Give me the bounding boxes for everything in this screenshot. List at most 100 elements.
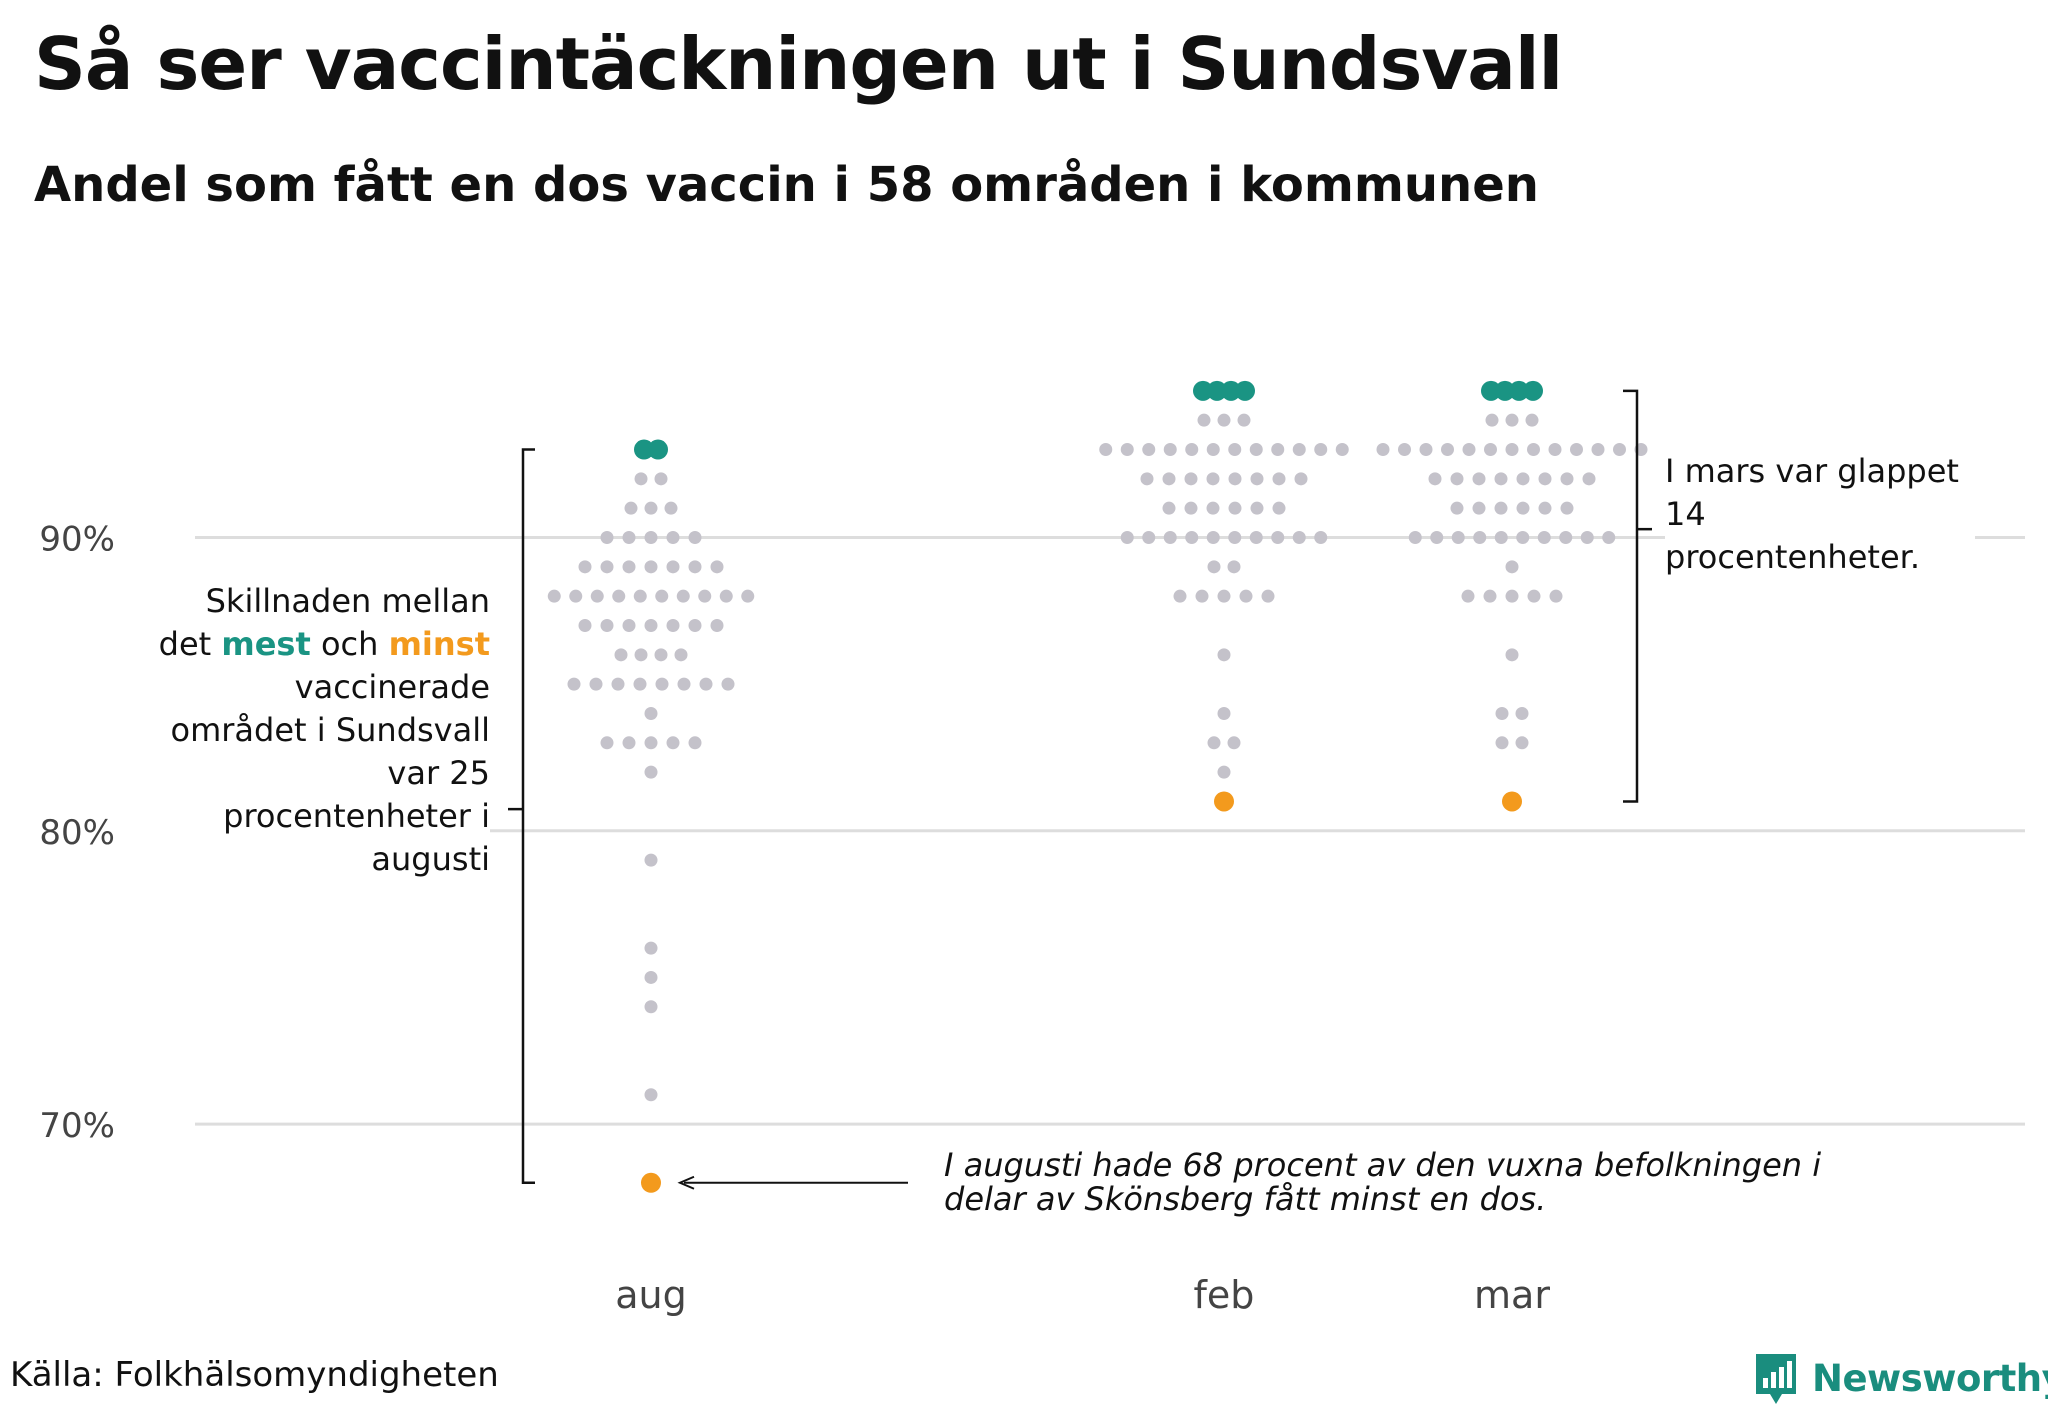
data-point — [622, 531, 636, 544]
data-point — [698, 589, 712, 603]
data-point — [1559, 531, 1573, 544]
data-point — [688, 560, 702, 574]
data-point — [624, 501, 638, 515]
data-point — [676, 589, 690, 603]
annotation-highlight-least: minst — [388, 625, 490, 663]
data-point — [644, 1088, 658, 1102]
data-point — [1570, 443, 1583, 457]
y-tick-label: 80% — [39, 813, 115, 853]
data-point — [1314, 443, 1328, 457]
data-point — [666, 618, 680, 632]
data-point — [644, 501, 658, 515]
data-point — [666, 736, 680, 750]
data-point — [1294, 472, 1308, 486]
data-point — [1261, 589, 1275, 603]
data-point-max — [1481, 380, 1501, 401]
data-point — [1505, 413, 1519, 427]
data-point — [644, 531, 658, 544]
data-point — [688, 736, 702, 750]
data-point — [1461, 589, 1475, 603]
data-point — [1515, 706, 1529, 720]
data-point — [688, 531, 702, 544]
data-point — [710, 560, 724, 574]
data-point — [644, 941, 658, 955]
data-point — [1228, 472, 1242, 486]
data-point-max — [1523, 380, 1543, 401]
data-point — [1249, 531, 1263, 544]
data-point — [666, 531, 680, 544]
data-point — [614, 648, 628, 662]
data-point — [1494, 472, 1508, 486]
data-point — [600, 736, 614, 750]
data-point-max — [1221, 380, 1241, 401]
data-point — [1613, 443, 1626, 457]
data-point — [1185, 443, 1199, 457]
data-point-max — [1495, 380, 1515, 401]
data-point — [633, 677, 647, 691]
data-point-max — [634, 439, 654, 460]
data-point-max — [1207, 380, 1227, 401]
data-point — [1549, 589, 1563, 603]
data-point — [1271, 443, 1285, 457]
data-point — [1505, 589, 1519, 603]
data-point — [654, 472, 668, 486]
data-point — [1515, 736, 1529, 750]
y-axis-ticks: 70% 80% 90% — [39, 520, 115, 1147]
data-point — [1485, 413, 1499, 427]
data-point — [1228, 531, 1242, 544]
data-point — [1335, 443, 1349, 457]
data-point — [1217, 765, 1231, 779]
data-point — [710, 618, 724, 632]
data-point — [1249, 443, 1263, 457]
data-point — [654, 648, 668, 662]
data-point — [1217, 413, 1231, 427]
annotation-arrow-head — [677, 1175, 695, 1190]
data-point — [1162, 472, 1176, 486]
data-point — [741, 589, 755, 603]
data-point — [1239, 589, 1253, 603]
data-point — [1206, 501, 1220, 515]
data-point — [688, 618, 702, 632]
data-point — [1505, 648, 1519, 662]
data-point — [655, 677, 669, 691]
data-point — [1495, 736, 1509, 750]
data-point — [644, 765, 658, 779]
y-tick-label: 90% — [39, 520, 115, 560]
data-point — [589, 677, 603, 691]
data-point — [578, 560, 592, 574]
data-point — [1184, 501, 1198, 515]
data-point — [1582, 472, 1596, 486]
data-point — [1227, 736, 1241, 750]
data-point — [1398, 443, 1411, 457]
data-point — [1250, 472, 1264, 486]
annotation-range-august: Skillnaden mellan det mest och minst vac… — [150, 580, 490, 881]
data-point — [1527, 589, 1541, 603]
data-point — [634, 648, 648, 662]
data-point — [600, 560, 614, 574]
newsworthy-logo-icon — [1756, 1354, 1796, 1404]
data-point — [1237, 413, 1251, 427]
data-point — [644, 1000, 658, 1014]
data-point — [1227, 560, 1241, 574]
data-point — [721, 677, 735, 691]
data-point — [622, 736, 636, 750]
newsworthy-logo: Newsworthy — [1752, 1350, 2048, 1406]
data-point — [600, 531, 614, 544]
data-point — [1228, 443, 1242, 457]
data-point — [1450, 501, 1464, 515]
data-point — [569, 589, 583, 603]
data-point — [1505, 560, 1519, 574]
data-point — [1142, 531, 1156, 544]
data-point — [1494, 531, 1508, 544]
data-point — [655, 589, 669, 603]
data-point — [1162, 501, 1176, 515]
data-point — [1292, 443, 1306, 457]
data-point-max — [1193, 380, 1213, 401]
data-point — [1314, 531, 1328, 544]
data-point — [1560, 501, 1574, 515]
newsworthy-logo-text: Newsworthy — [1812, 1356, 2048, 1400]
annotation-text: vaccinerade området i Sundsvall var 25 p… — [170, 668, 490, 878]
data-point — [633, 589, 647, 603]
data-point — [1140, 472, 1154, 486]
data-point — [1484, 443, 1497, 457]
